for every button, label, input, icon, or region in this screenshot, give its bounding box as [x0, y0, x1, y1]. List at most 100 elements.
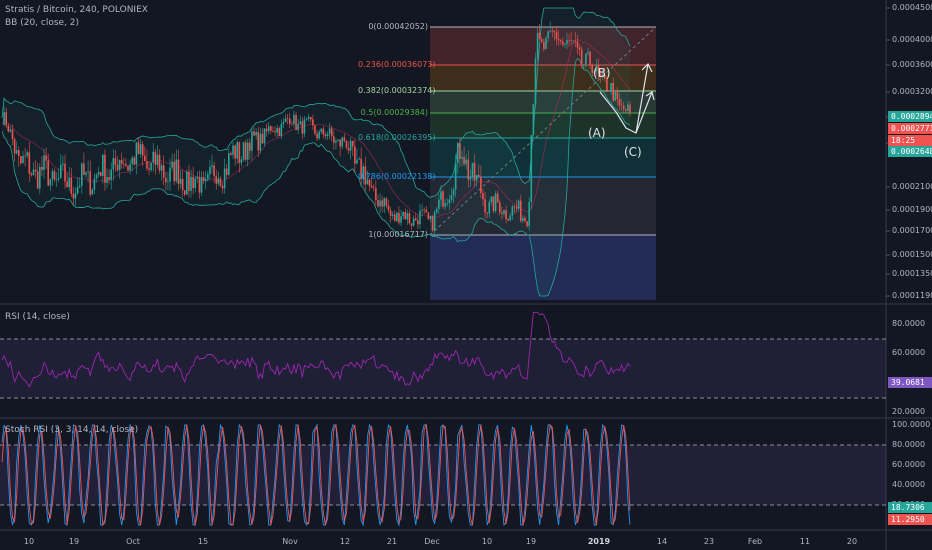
stoch-rsi-pane-label: Stoch RSI (3, 3, 14, 14, close): [5, 425, 139, 435]
candle-body: [68, 177, 71, 188]
candle-body: [570, 40, 572, 41]
candle-body: [450, 195, 453, 200]
candle-body: [601, 74, 604, 77]
candle-body: [532, 104, 535, 136]
arrow-head-icon: [645, 91, 655, 101]
candle-body: [431, 215, 434, 231]
rsi-tick-label: 60.0000: [892, 348, 926, 357]
candle-body: [578, 47, 581, 50]
candle-body: [160, 165, 163, 171]
candle-body: [553, 30, 556, 33]
candle-body: [608, 90, 610, 92]
wave-label: (C): [624, 145, 642, 159]
candle-body: [20, 156, 22, 164]
candle-body: [183, 190, 186, 195]
stoch-d-line: [1, 423, 631, 527]
candle-body: [95, 174, 98, 179]
candle-body: [257, 132, 260, 151]
candle-body: [406, 213, 409, 220]
candle-body: [104, 154, 106, 183]
candle-body: [423, 209, 425, 211]
bb-upper-line: [1, 7, 631, 198]
candle-body: [114, 158, 117, 165]
candle-body: [26, 152, 29, 156]
candle-body: [375, 188, 377, 200]
candle-body: [318, 131, 320, 139]
candle-body: [335, 140, 337, 143]
fib-level-label: 1(0.00016717): [368, 230, 428, 239]
time-tick-label: 20: [846, 537, 858, 546]
candle-body: [198, 176, 201, 193]
candle-body: [276, 128, 278, 133]
candle-body: [440, 191, 442, 200]
candle-body: [419, 210, 421, 225]
candle-body: [322, 128, 325, 135]
price-tick-label: 0.00021000: [892, 182, 932, 191]
time-tick-label: 19: [525, 537, 537, 546]
candle-body: [480, 176, 482, 193]
candle-body: [538, 32, 541, 40]
candle-body: [55, 179, 58, 181]
fib-zone: [430, 65, 656, 91]
candle-body: [102, 154, 104, 176]
candle-body: [414, 218, 417, 221]
candle-body: [421, 209, 423, 211]
candle-body: [215, 176, 218, 184]
candle-body: [316, 133, 318, 139]
candle-body: [408, 213, 411, 224]
candle-body: [179, 178, 182, 184]
candle-body: [202, 177, 205, 182]
candle-body: [24, 155, 26, 157]
candle-body: [511, 206, 514, 216]
fib-level-label: 0.236(0.00036073): [358, 60, 436, 69]
candle-body: [383, 198, 386, 207]
candle-body: [572, 40, 575, 42]
candle-body: [629, 104, 631, 113]
candle-body: [536, 32, 539, 59]
candle-body: [566, 40, 568, 45]
candle-body: [564, 44, 566, 45]
candle-body: [387, 205, 390, 211]
candle-body: [192, 176, 194, 188]
candle-body: [337, 139, 339, 141]
candle-body: [309, 116, 312, 120]
candle-body: [263, 128, 266, 144]
candle-body: [253, 131, 255, 136]
candle-body: [606, 78, 608, 91]
candle-body: [213, 165, 215, 177]
candle-body: [51, 171, 54, 180]
stoch-tick-label: 80.0000: [892, 440, 926, 449]
candle-body: [364, 166, 367, 185]
price-tick-label: 0.00015000: [892, 250, 932, 259]
candle-body: [32, 169, 35, 176]
candle-body: [435, 208, 438, 213]
fib-zone: [430, 177, 656, 235]
candle-body: [612, 82, 614, 101]
candle-body: [232, 145, 234, 155]
candle-body: [181, 178, 184, 191]
candle-body: [433, 212, 436, 231]
candle-body: [230, 153, 232, 155]
stoch-k-line: [1, 423, 631, 527]
candle-body: [196, 176, 199, 179]
candle-body: [354, 146, 356, 164]
candle-body: [627, 104, 629, 111]
candle-body: [324, 134, 327, 137]
candle-body: [123, 163, 125, 165]
candle-body: [116, 164, 119, 171]
candle-body: [47, 160, 50, 186]
candle-body: [64, 163, 66, 182]
price-tick-label: 0.00032000: [892, 87, 932, 96]
arrow-head-icon: [641, 62, 653, 73]
candle-body: [438, 199, 440, 209]
candle-body: [326, 133, 329, 137]
candle-body: [7, 125, 10, 132]
candle-body: [351, 140, 354, 147]
candle-body: [291, 123, 293, 125]
candle-body: [108, 177, 110, 180]
candle-body: [72, 193, 75, 199]
rsi-line: [1, 311, 631, 388]
candle-body: [507, 219, 509, 221]
candle-body: [91, 189, 94, 195]
